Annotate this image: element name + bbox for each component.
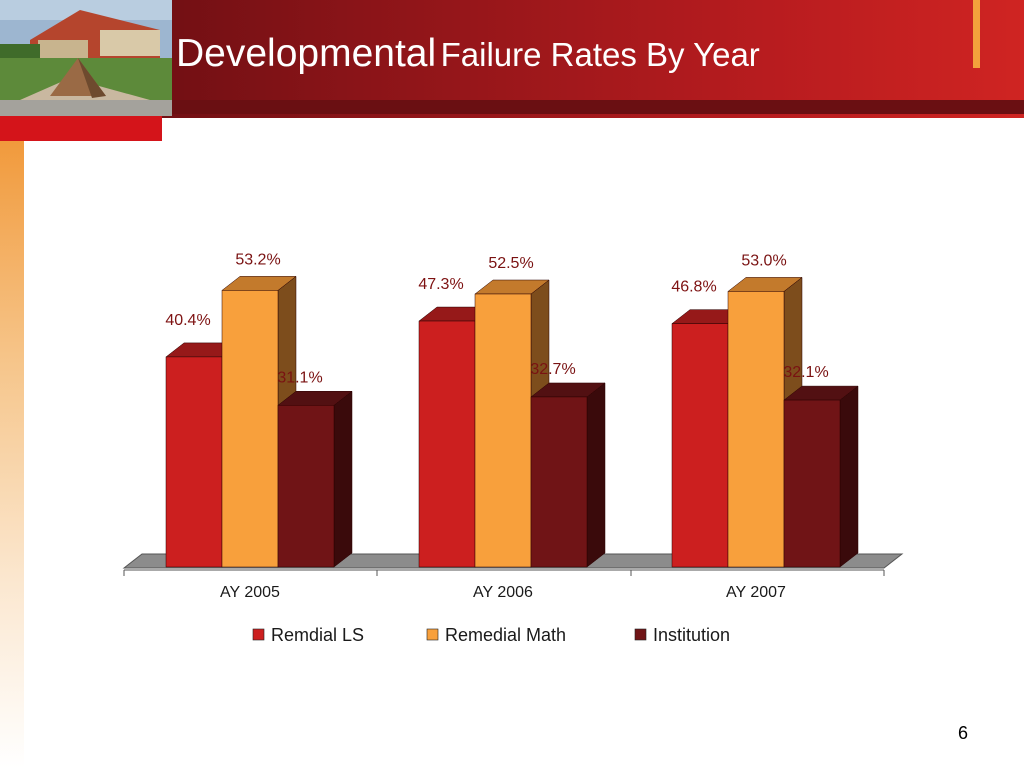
title-part2: Failure Rates By Year <box>440 36 760 73</box>
legend-label-1: Remedial Math <box>445 625 566 645</box>
data-label-0-1: 47.3% <box>418 276 463 293</box>
page-title: Developmental Failure Rates By Year <box>176 32 760 76</box>
bar-1-0 <box>221 290 279 568</box>
x-tick-label-2: AY 2007 <box>726 584 786 601</box>
data-label-0-0: 40.4% <box>165 312 210 329</box>
bar-1-1 <box>474 293 532 568</box>
data-label-1-2: 53.0% <box>741 252 786 269</box>
x-tick-label-1: AY 2006 <box>473 584 533 601</box>
legend-swatch-0 <box>252 628 265 641</box>
bar-2-0 <box>277 405 335 568</box>
title-part1: Developmental <box>176 32 437 75</box>
left-gradient-bar <box>0 141 24 768</box>
x-tick-label-0: AY 2005 <box>220 584 280 601</box>
bar-side-2-2 <box>839 385 859 568</box>
page-number: 6 <box>958 723 969 743</box>
header-stripe <box>0 100 1024 114</box>
bar-0-1 <box>418 320 476 568</box>
data-label-2-0: 31.1% <box>277 369 322 386</box>
bar-0-2 <box>671 323 729 568</box>
data-label-0-2: 46.8% <box>671 279 716 296</box>
legend-label-2: Institution <box>653 625 730 645</box>
bar-2-2 <box>783 399 841 568</box>
bar-side-2-0 <box>333 390 353 568</box>
accent-bar <box>973 0 980 68</box>
bar-side-2-1 <box>586 382 606 568</box>
bar-0-0 <box>165 356 223 568</box>
data-label-1-1: 52.5% <box>488 255 533 272</box>
data-label-1-0: 53.2% <box>235 251 280 268</box>
bar-1-2 <box>727 291 785 568</box>
data-label-2-1: 32.7% <box>530 361 575 378</box>
title-tab <box>0 116 162 141</box>
legend-label-0: Remdial LS <box>271 625 364 645</box>
bar-2-1 <box>530 396 588 568</box>
legend-swatch-2 <box>634 628 647 641</box>
data-label-2-2: 32.1% <box>783 364 828 381</box>
legend-swatch-1 <box>426 628 439 641</box>
campus-photo <box>0 0 172 116</box>
